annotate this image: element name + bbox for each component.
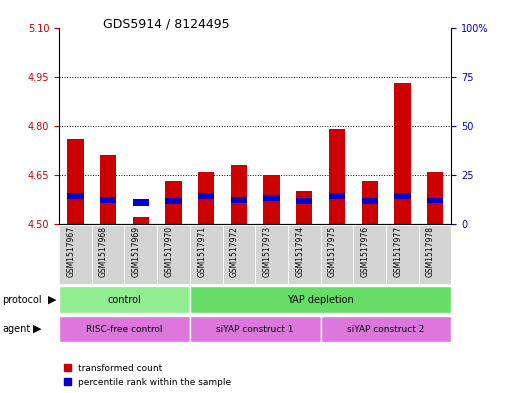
Text: siYAP construct 1: siYAP construct 1 xyxy=(216,325,294,334)
Text: agent: agent xyxy=(3,324,31,334)
Text: RISC-free control: RISC-free control xyxy=(86,325,163,334)
Bar xyxy=(329,129,345,224)
Bar xyxy=(263,175,280,224)
Text: ▶: ▶ xyxy=(33,324,42,334)
Text: GDS5914 / 8124495: GDS5914 / 8124495 xyxy=(103,18,229,31)
Text: protocol: protocol xyxy=(3,295,42,305)
FancyBboxPatch shape xyxy=(59,225,92,284)
FancyBboxPatch shape xyxy=(59,316,190,342)
Text: GSM1517969: GSM1517969 xyxy=(132,226,141,277)
Bar xyxy=(296,191,312,224)
Bar xyxy=(296,198,312,204)
Bar xyxy=(132,217,149,224)
Bar xyxy=(394,83,410,224)
Bar xyxy=(198,172,214,224)
FancyBboxPatch shape xyxy=(190,286,451,313)
Text: control: control xyxy=(108,295,141,305)
Text: GSM1517974: GSM1517974 xyxy=(295,226,304,277)
FancyBboxPatch shape xyxy=(157,225,190,284)
FancyBboxPatch shape xyxy=(223,225,255,284)
Text: GSM1517977: GSM1517977 xyxy=(393,226,402,277)
Bar xyxy=(427,198,443,203)
FancyBboxPatch shape xyxy=(190,225,223,284)
Bar xyxy=(100,197,116,203)
Bar xyxy=(362,182,378,224)
Text: YAP depletion: YAP depletion xyxy=(287,295,354,305)
Bar xyxy=(362,198,378,204)
Bar xyxy=(67,139,84,224)
Text: ▶: ▶ xyxy=(48,295,56,305)
FancyBboxPatch shape xyxy=(190,316,321,342)
Bar xyxy=(198,193,214,199)
FancyBboxPatch shape xyxy=(288,225,321,284)
Text: GSM1517971: GSM1517971 xyxy=(197,226,206,277)
FancyBboxPatch shape xyxy=(255,225,288,284)
Text: siYAP construct 2: siYAP construct 2 xyxy=(347,325,425,334)
Legend: transformed count, percentile rank within the sample: transformed count, percentile rank withi… xyxy=(64,364,231,387)
Bar xyxy=(231,197,247,203)
Text: GSM1517975: GSM1517975 xyxy=(328,226,337,277)
Bar xyxy=(165,198,182,204)
Bar xyxy=(263,195,280,201)
Bar xyxy=(231,165,247,224)
FancyBboxPatch shape xyxy=(92,225,124,284)
FancyBboxPatch shape xyxy=(321,316,451,342)
Bar xyxy=(67,193,84,199)
FancyBboxPatch shape xyxy=(353,225,386,284)
Text: GSM1517968: GSM1517968 xyxy=(99,226,108,277)
FancyBboxPatch shape xyxy=(124,225,157,284)
FancyBboxPatch shape xyxy=(386,225,419,284)
FancyBboxPatch shape xyxy=(419,225,451,284)
Bar xyxy=(132,199,149,206)
FancyBboxPatch shape xyxy=(59,286,190,313)
Bar xyxy=(427,172,443,224)
Bar xyxy=(394,193,410,199)
Text: GSM1517978: GSM1517978 xyxy=(426,226,435,277)
Text: GSM1517967: GSM1517967 xyxy=(66,226,75,277)
Bar xyxy=(329,193,345,199)
Bar xyxy=(100,155,116,224)
FancyBboxPatch shape xyxy=(321,225,353,284)
Bar xyxy=(165,182,182,224)
Text: GSM1517973: GSM1517973 xyxy=(263,226,271,277)
Text: GSM1517972: GSM1517972 xyxy=(230,226,239,277)
Text: GSM1517970: GSM1517970 xyxy=(165,226,173,277)
Text: GSM1517976: GSM1517976 xyxy=(361,226,370,277)
